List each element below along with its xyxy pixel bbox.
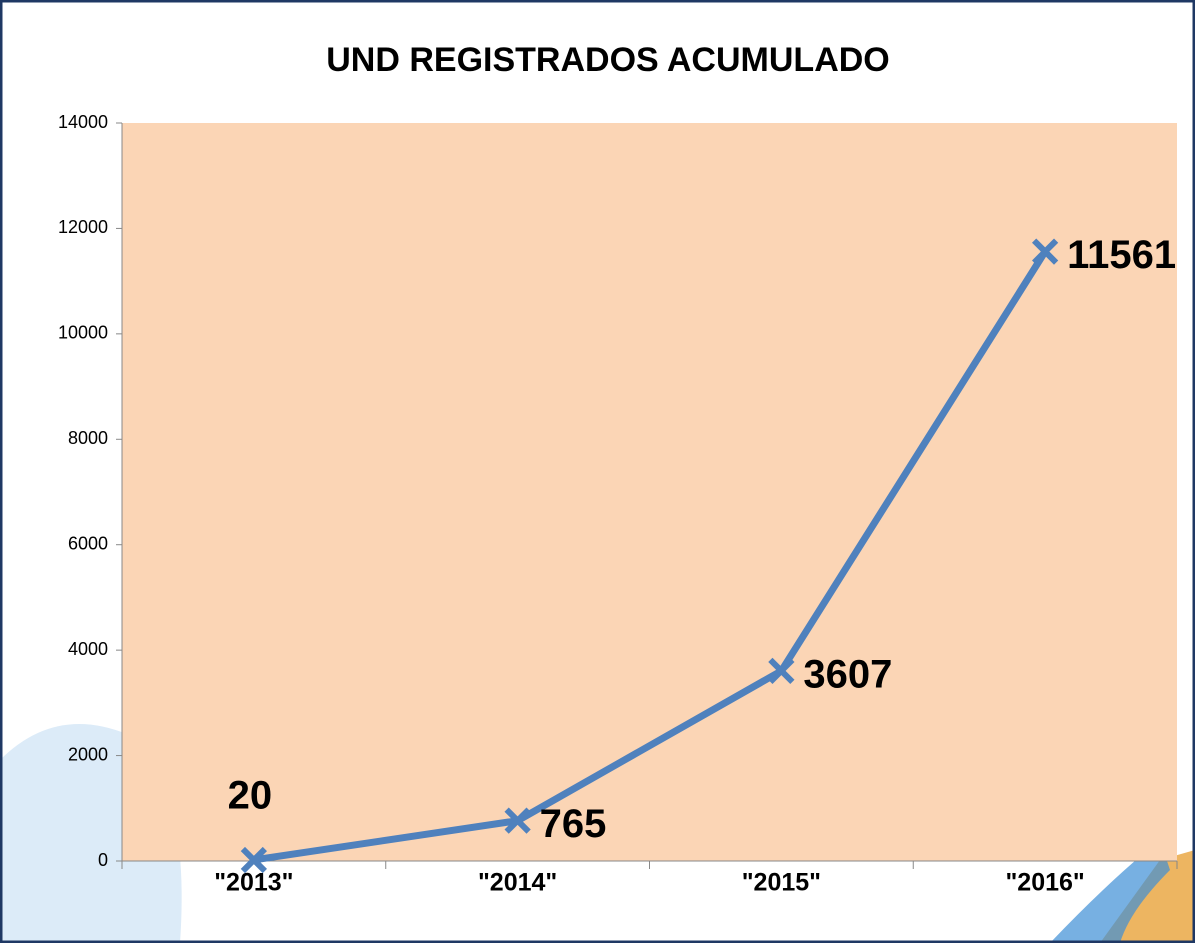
y-tick-label: 4000 xyxy=(68,639,108,659)
y-tick-label: 10000 xyxy=(58,323,108,343)
data-line xyxy=(253,249,1049,864)
x-tick-label: "2015" xyxy=(742,869,821,897)
y-tick-label: 2000 xyxy=(68,744,108,764)
x-tick-label: "2016" xyxy=(1005,869,1084,897)
data-label: 11561 xyxy=(1067,233,1176,277)
x-tick-label: "2013" xyxy=(214,869,293,897)
data-label: 3607 xyxy=(803,652,892,696)
decoration xyxy=(1050,840,1170,943)
data-marker xyxy=(504,807,531,834)
y-tick-label: 12000 xyxy=(58,217,108,237)
data-marker xyxy=(1032,238,1059,265)
y-tick-label: 8000 xyxy=(68,428,108,448)
chart-title: UND REGISTRADOS ACUMULADO xyxy=(326,41,890,79)
data-label: 765 xyxy=(540,802,607,846)
data-marker xyxy=(240,846,267,874)
y-tick-label: 6000 xyxy=(68,533,108,553)
data-marker xyxy=(768,657,795,684)
plot-area xyxy=(122,123,1177,861)
x-tick-label: "2014" xyxy=(478,869,557,897)
y-tick-label: 0 xyxy=(98,850,108,870)
y-tick-label: 14000 xyxy=(58,112,108,132)
data-label: 20 xyxy=(228,774,273,818)
